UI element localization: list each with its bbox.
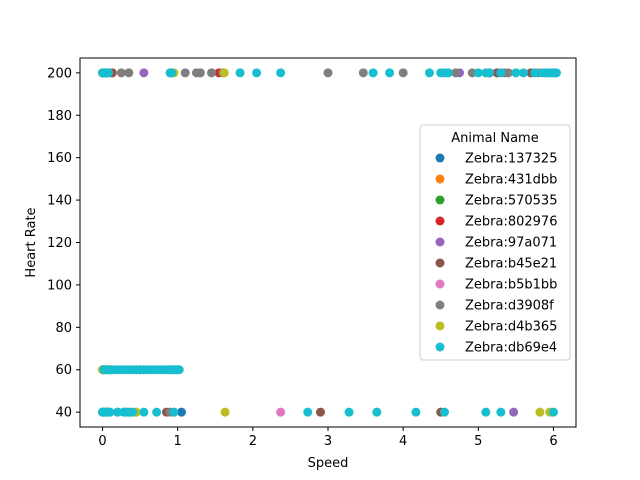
y-tick-label: 100: [47, 278, 72, 293]
data-point: [303, 407, 313, 417]
legend-marker: [435, 237, 445, 247]
y-tick-label: 40: [55, 406, 72, 421]
data-point: [180, 68, 190, 78]
data-point: [105, 407, 115, 417]
x-tick-label: 2: [249, 434, 257, 449]
data-point: [511, 68, 521, 78]
legend: Animal Name Zebra:137325 Zebra:431dbb Zebr…: [419, 124, 571, 361]
data-point: [551, 68, 561, 78]
data-point: [139, 407, 149, 417]
legend-entry: Zebra:97a071: [465, 236, 557, 251]
data-point: [385, 68, 395, 78]
y-axis: 40 60 80 100 120 140 160 180 200: [47, 66, 80, 421]
data-point: [548, 407, 558, 417]
data-point: [276, 68, 286, 78]
x-axis-label: Speed: [308, 456, 349, 471]
legend-marker: [435, 258, 445, 268]
x-tick-label: 6: [549, 434, 557, 449]
legend-title: Animal Name: [451, 131, 538, 146]
data-point: [496, 407, 506, 417]
legend-marker: [435, 342, 445, 352]
y-tick-label: 180: [47, 109, 72, 124]
data-point: [443, 68, 453, 78]
data-point: [344, 407, 354, 417]
data-point: [451, 68, 461, 78]
legend-marker: [435, 300, 445, 310]
legend-entry: Zebra:db69e4: [465, 341, 557, 356]
y-tick-label: 200: [47, 66, 72, 81]
data-point: [530, 68, 540, 78]
data-point: [473, 68, 483, 78]
legend-entry: Zebra:d3908f: [465, 299, 554, 314]
data-point: [411, 407, 421, 417]
y-tick-label: 60: [55, 363, 72, 378]
points-layer: [98, 68, 561, 417]
x-tick-label: 3: [324, 434, 332, 449]
data-point: [104, 68, 114, 78]
y-tick-label: 120: [47, 236, 72, 251]
data-point: [481, 407, 491, 417]
data-point: [368, 68, 378, 78]
data-point: [315, 407, 325, 417]
data-point: [496, 68, 506, 78]
data-point: [167, 68, 177, 78]
data-point: [220, 407, 230, 417]
legend-entry: Zebra:b45e21: [465, 257, 557, 272]
legend-marker: [435, 216, 445, 226]
legend-marker: [435, 279, 445, 289]
legend-marker: [435, 321, 445, 331]
x-axis: 0 1 2 3 4 5 6: [98, 427, 558, 449]
data-point: [358, 68, 368, 78]
x-tick-label: 5: [474, 434, 482, 449]
legend-entry: Zebra:802976: [465, 215, 557, 230]
data-point: [174, 365, 184, 375]
legend-marker: [435, 174, 445, 184]
data-point: [503, 68, 513, 78]
data-point: [398, 68, 408, 78]
y-axis-label: Heart Rate: [24, 207, 39, 277]
data-point: [128, 407, 138, 417]
legend-entry: Zebra:137325: [465, 152, 557, 167]
legend-marker: [435, 195, 445, 205]
data-point: [424, 68, 434, 78]
data-point: [207, 68, 217, 78]
data-point: [518, 68, 528, 78]
legend-box: [419, 124, 571, 361]
data-point: [509, 407, 519, 417]
x-tick-label: 4: [399, 434, 407, 449]
x-tick-label: 0: [98, 434, 106, 449]
data-point: [139, 68, 149, 78]
data-point: [219, 68, 229, 78]
data-point: [176, 407, 186, 417]
legend-entry: Zebra:d4b365: [465, 320, 557, 335]
data-point: [485, 68, 495, 78]
data-point: [372, 407, 382, 417]
legend-marker: [435, 153, 445, 163]
data-point: [323, 68, 333, 78]
data-point: [276, 407, 286, 417]
legend-entry: Zebra:570535: [465, 194, 557, 209]
data-point: [169, 407, 179, 417]
data-point: [535, 407, 545, 417]
data-point: [195, 68, 205, 78]
data-point: [439, 407, 449, 417]
y-tick-label: 80: [55, 321, 72, 336]
legend-entry: Zebra:b5b1bb: [465, 278, 557, 293]
y-tick-label: 140: [47, 194, 72, 209]
data-point: [152, 407, 162, 417]
data-point: [124, 68, 134, 78]
data-point: [252, 68, 262, 78]
data-point: [235, 68, 245, 78]
legend-entry: Zebra:431dbb: [465, 173, 557, 188]
x-tick-label: 1: [174, 434, 182, 449]
data-point: [116, 68, 126, 78]
y-tick-label: 160: [47, 151, 72, 166]
